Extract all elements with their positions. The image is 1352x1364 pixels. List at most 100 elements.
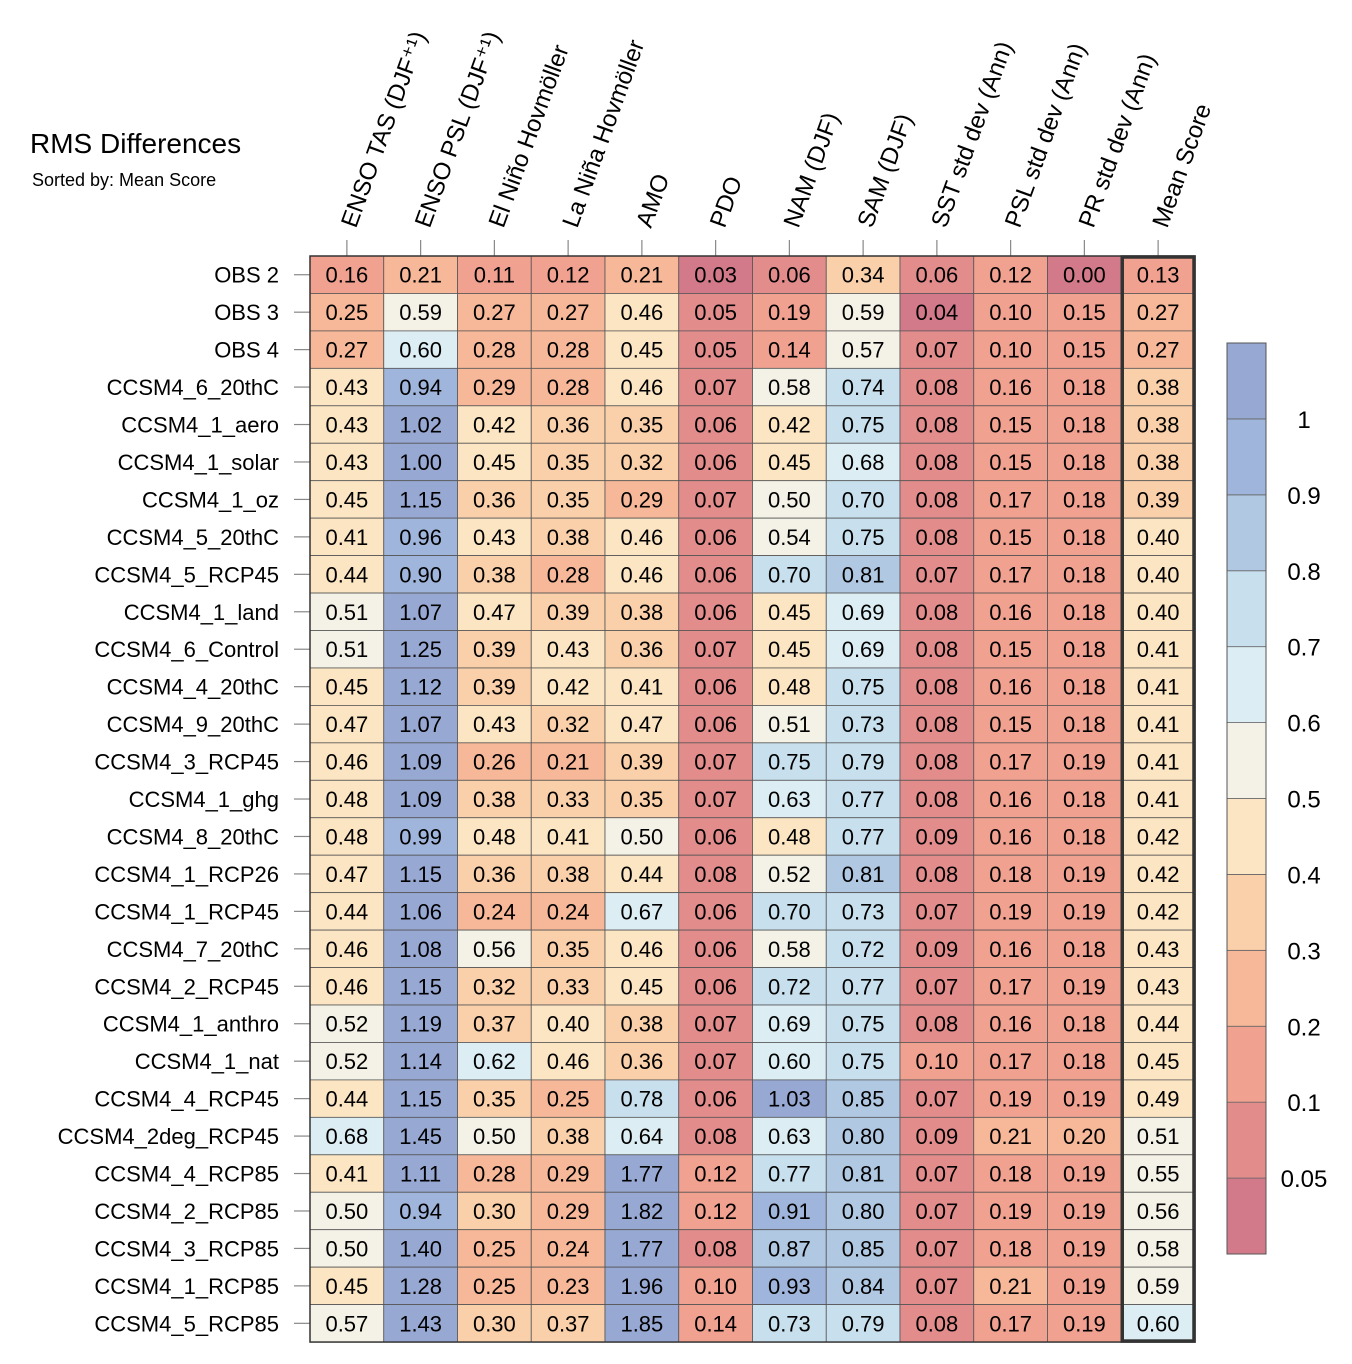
cell-value: 1.77 (620, 1236, 663, 1261)
heatmap-cell (1120, 967, 1196, 1006)
cell-value: 0.07 (915, 1274, 958, 1299)
heatmap-cell (604, 667, 680, 706)
heatmap-cell (752, 892, 827, 931)
cell-value: 0.08 (694, 862, 737, 887)
heatmap-cell (752, 630, 827, 669)
cell-value: 0.19 (1063, 750, 1106, 775)
heatmap-cell (457, 1154, 532, 1193)
row-label: OBS 3 (214, 300, 279, 325)
cell-value: 0.42 (768, 413, 811, 438)
cell-value: 0.42 (547, 675, 590, 700)
cell-value: 0.59 (1137, 1274, 1180, 1299)
cell-value: 0.06 (694, 525, 737, 550)
cell-value: 0.47 (325, 712, 368, 737)
colorbar-segment (1226, 1101, 1267, 1179)
heatmap-cell (752, 929, 827, 968)
cell-value: 0.07 (915, 974, 958, 999)
cell-value: 0.29 (547, 1162, 590, 1187)
cell-value: 0.19 (989, 1199, 1032, 1224)
cell-value: 0.51 (325, 600, 368, 625)
cell-value: 0.07 (694, 1012, 737, 1037)
cell-value: 0.19 (1063, 1236, 1106, 1261)
cell-value: 0.16 (989, 787, 1032, 812)
cell-value: 0.24 (473, 899, 516, 924)
cell-value: 0.37 (547, 1311, 590, 1336)
cell-value: 0.91 (768, 1199, 811, 1224)
cell-value: 0.73 (842, 712, 885, 737)
row-label: CCSM4_6_20thC (107, 375, 280, 400)
heatmap-cell (1047, 892, 1122, 931)
heatmap-cell (752, 854, 827, 894)
heatmap-cell (309, 592, 385, 631)
cell-value: 0.08 (694, 1236, 737, 1261)
cell-value: 0.48 (325, 824, 368, 849)
cell-value: 0.16 (325, 263, 368, 288)
cell-value: 0.46 (325, 937, 368, 962)
heatmap-cell (604, 1079, 680, 1118)
column-label: NAM (DJF) (779, 109, 845, 231)
cell-value: 0.18 (1063, 450, 1106, 475)
cell-value: 0.41 (620, 675, 663, 700)
cell-value: 0.70 (768, 562, 811, 587)
row-label: OBS 4 (214, 338, 279, 363)
colorbar-segment (1226, 1177, 1267, 1255)
colorbar-border (1226, 342, 1267, 1255)
cell-value: 0.16 (989, 375, 1032, 400)
cell-value: 1.06 (399, 899, 442, 924)
heatmap-cell (1120, 293, 1196, 332)
cell-value: 0.40 (1137, 525, 1180, 550)
cell-value: 0.42 (1137, 899, 1180, 924)
heatmap-cell (899, 405, 975, 444)
cell-value: 0.19 (1063, 1274, 1106, 1299)
cell-value: 0.19 (1063, 1087, 1106, 1112)
cell-value: 0.41 (1137, 637, 1180, 662)
cell-value: 0.27 (547, 300, 590, 325)
cell-value: 0.32 (620, 450, 663, 475)
row-label: CCSM4_1_RCP85 (94, 1274, 279, 1299)
heatmap-cell (973, 1266, 1048, 1306)
heatmap-cell (457, 630, 532, 669)
row-label: CCSM4_8_20thC (107, 824, 280, 849)
cell-value: 0.70 (842, 487, 885, 512)
heatmap-cell (383, 929, 458, 968)
cell-value: 0.46 (620, 300, 663, 325)
cell-value: 0.08 (915, 750, 958, 775)
heatmap-cell (825, 892, 901, 931)
cell-value: 0.15 (989, 450, 1032, 475)
cell-value: 0.50 (620, 824, 663, 849)
heatmap-cell (604, 592, 680, 631)
cell-value: 0.58 (1137, 1236, 1180, 1261)
cell-value: 0.28 (547, 375, 590, 400)
row-label: CCSM4_7_20thC (107, 937, 280, 962)
colorbar-label: 0.9 (1287, 483, 1320, 510)
heatmap-cell (1047, 967, 1122, 1006)
cell-value: 0.06 (694, 1087, 737, 1112)
cell-value: 0.07 (694, 487, 737, 512)
heatmap-cell (1047, 592, 1122, 631)
column-label: PSL std dev (Ann) (1000, 40, 1092, 231)
cell-value: 0.19 (989, 899, 1032, 924)
heatmap-cell (899, 517, 975, 557)
cell-value: 0.69 (842, 600, 885, 625)
cell-value: 0.81 (842, 1162, 885, 1187)
cell-value: 0.37 (473, 1012, 516, 1037)
heatmap-cell (752, 1191, 827, 1231)
heatmap-cell (309, 1079, 385, 1118)
row-label: CCSM4_1_solar (118, 450, 279, 475)
heatmap-cell (1120, 1116, 1196, 1156)
heatmap-cell (383, 1042, 458, 1081)
heatmap-cell (678, 817, 753, 856)
heatmap-cell (457, 1191, 532, 1231)
cell-value: 0.45 (325, 675, 368, 700)
column-label: AMO (631, 170, 675, 231)
heatmap-cell (457, 255, 532, 294)
heatmap-cell (678, 892, 753, 931)
heatmap-cell (825, 967, 901, 1006)
cell-value: 1.45 (399, 1124, 442, 1149)
cell-value: 0.46 (620, 525, 663, 550)
cell-value: 0.94 (399, 1199, 442, 1224)
cell-value: 0.17 (989, 974, 1032, 999)
heatmap-cell (1047, 442, 1122, 482)
heatmap-cell (973, 1079, 1048, 1118)
heatmap-cell (899, 1304, 975, 1343)
